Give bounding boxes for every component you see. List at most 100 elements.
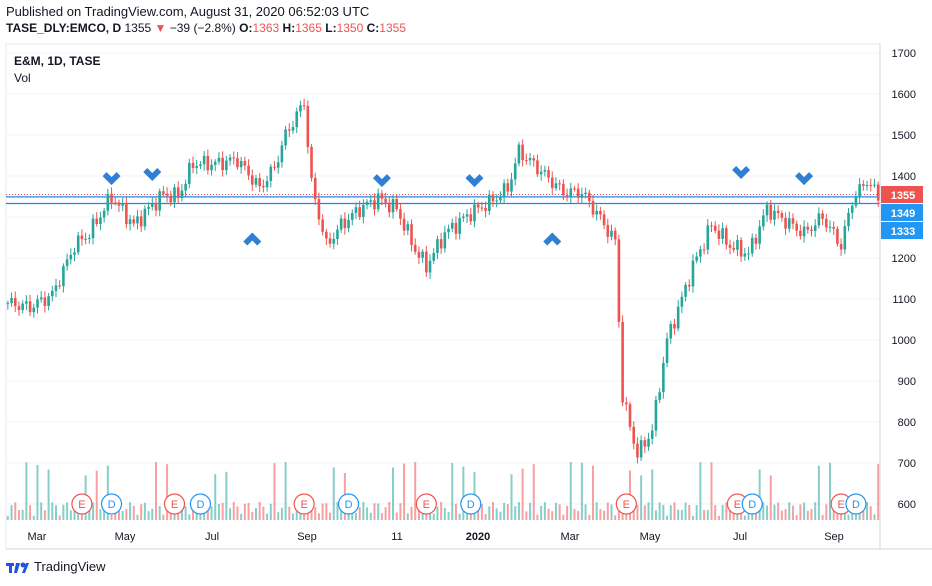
volume-bar — [732, 509, 735, 520]
dividend-marker — [741, 493, 763, 515]
grid — [5, 43, 881, 550]
candle-body — [458, 217, 461, 234]
candle-body — [180, 190, 184, 199]
candle-body — [121, 203, 124, 206]
volume-bar — [791, 505, 794, 520]
volume-bar — [143, 502, 146, 520]
volume-bar — [154, 462, 157, 520]
candle-body — [625, 402, 628, 405]
volume-bar — [688, 504, 691, 520]
earnings-marker — [293, 493, 315, 515]
volume-bar — [666, 515, 669, 520]
candle-body — [295, 111, 299, 128]
candle-body — [132, 219, 136, 224]
candle-body — [317, 199, 321, 220]
candle-body — [484, 207, 487, 211]
candle-body — [669, 323, 673, 339]
candle-body — [173, 187, 176, 203]
candle-body — [465, 214, 469, 217]
candle-body — [421, 251, 424, 258]
volume-bar — [810, 509, 813, 520]
volume-bar — [699, 462, 702, 520]
volume-bar — [673, 502, 676, 520]
candle-body — [817, 213, 821, 226]
volume-bar — [799, 504, 802, 520]
candle-body — [702, 249, 706, 251]
candle-body — [806, 226, 810, 230]
volume-bar — [203, 508, 206, 520]
volume-bar — [647, 502, 650, 520]
candle-body — [350, 212, 354, 220]
candle-body — [380, 193, 384, 199]
candle-body — [310, 146, 313, 178]
candle-body — [373, 200, 376, 210]
volume-bar — [480, 503, 483, 520]
tradingview-brand[interactable]: TradingView — [6, 559, 106, 574]
candle-body — [369, 200, 373, 202]
volume-bar — [591, 465, 594, 520]
volume-bar — [780, 510, 783, 520]
arrow-down-icon — [465, 174, 484, 188]
candle-body — [413, 244, 417, 252]
candle-body — [662, 362, 665, 393]
candle-body — [528, 158, 532, 161]
volume-bar — [858, 511, 861, 520]
volume-bar — [532, 464, 535, 520]
volume-bar — [580, 462, 583, 520]
candle-body — [50, 290, 54, 297]
candle-body — [695, 256, 698, 261]
volume-bar — [873, 514, 876, 520]
candle-body — [784, 217, 787, 229]
candle-body — [84, 238, 87, 240]
candle-body — [62, 266, 65, 287]
candle-body — [376, 193, 380, 210]
candle-body — [639, 440, 643, 458]
volume-bar — [188, 514, 191, 520]
volume-bar — [695, 505, 698, 520]
volume-bar — [240, 513, 243, 520]
volume-bar — [458, 513, 461, 520]
volume-bar — [743, 515, 746, 520]
candle-body — [469, 214, 473, 222]
volume-bar — [140, 504, 143, 520]
candle-body — [858, 184, 861, 198]
volume-bar — [258, 502, 261, 520]
volume-bar — [151, 508, 154, 520]
candle-body — [691, 260, 695, 287]
time-tick: May — [640, 531, 661, 543]
volume-bar — [388, 502, 391, 520]
volume-bar — [380, 513, 383, 520]
volume-bar — [503, 502, 506, 520]
event-marker-label: E — [171, 499, 178, 511]
volume-bar — [684, 502, 687, 520]
candle-body — [58, 285, 61, 287]
candle-body — [199, 164, 202, 167]
candle-body — [647, 438, 650, 447]
volume-bar — [406, 513, 409, 520]
volume-bar — [184, 506, 187, 520]
volume-bar — [106, 465, 109, 520]
time-tick: Jul — [733, 531, 747, 543]
volume-bar — [417, 507, 420, 520]
volume-bar — [336, 502, 339, 520]
volume-bar — [129, 502, 132, 520]
candle-body — [836, 228, 839, 244]
volume-bar — [825, 504, 828, 520]
candle-body — [13, 297, 17, 307]
volume-bar — [558, 504, 561, 520]
volume-bar — [795, 515, 798, 520]
low-value: 1350 — [336, 21, 364, 35]
candle-body — [865, 184, 869, 186]
candle-body — [721, 228, 724, 239]
candle-body — [343, 218, 347, 229]
candle-body — [102, 210, 106, 218]
volume-bar — [254, 507, 257, 520]
volume-bar — [69, 510, 72, 520]
dividend-marker — [337, 493, 360, 515]
candle-body — [365, 201, 369, 205]
candle-body — [743, 253, 747, 257]
candle-body — [188, 162, 191, 184]
volume-bar — [325, 503, 328, 520]
volume-bar — [262, 506, 265, 520]
